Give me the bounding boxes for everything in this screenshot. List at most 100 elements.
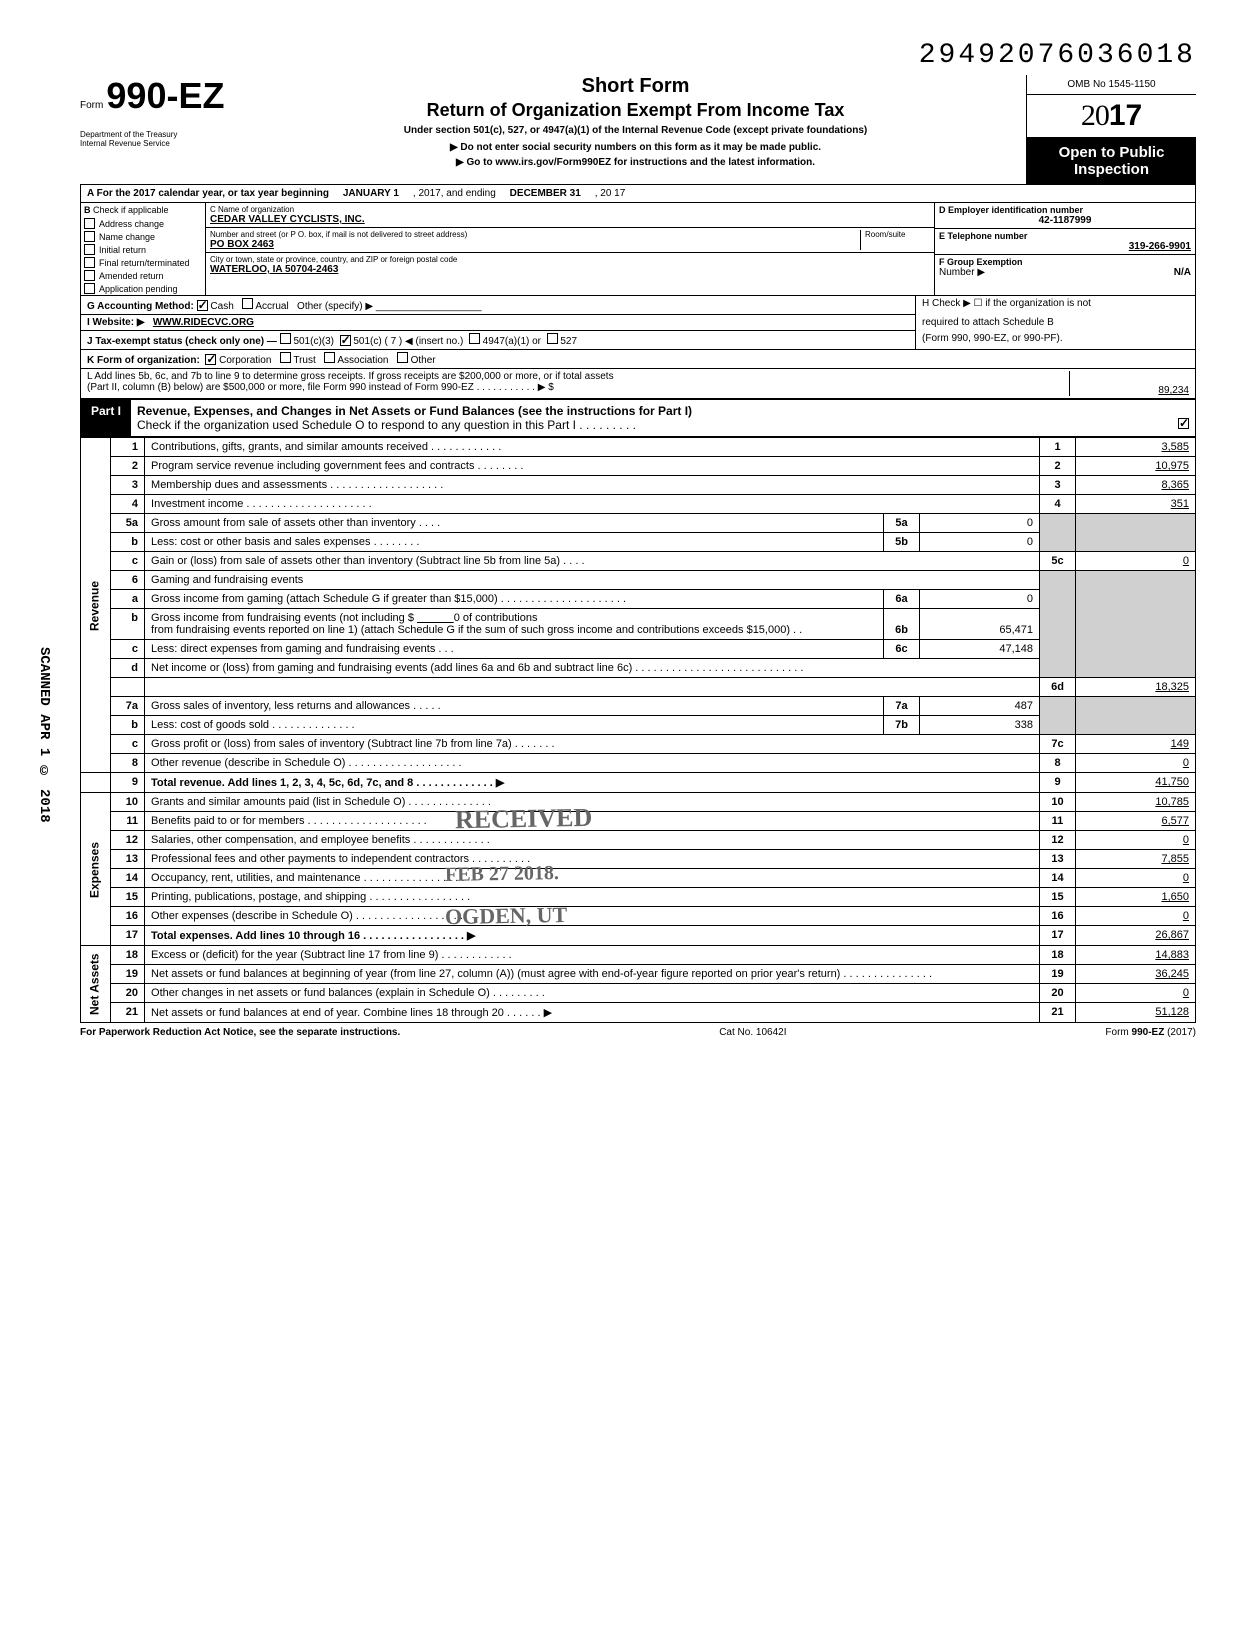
line-7c-val: 149 [1076, 735, 1196, 754]
ein-value: 42-1187999 [939, 215, 1191, 226]
chk-final-return[interactable]: Final return/terminated [81, 256, 205, 269]
scanned-stamp: SCANNED APR 1 © 2018 [36, 647, 52, 823]
website-value: WWW.RIDECVC.ORG [153, 317, 254, 328]
part-1-table: Revenue 1Contributions, gifts, grants, a… [80, 437, 1196, 1023]
schedule-b-check: H Check ▶ ☐ if the organization is not [922, 298, 1189, 309]
chk-address-change[interactable]: Address change [81, 217, 205, 230]
line-6d-desc: Net income or (loss) from gaming and fun… [145, 659, 1040, 678]
chk-trust[interactable] [280, 352, 291, 363]
line-2-desc: Program service revenue including govern… [145, 457, 1040, 476]
line-14-desc: Occupancy, rent, utilities, and maintena… [151, 872, 464, 884]
chk-4947[interactable] [469, 333, 480, 344]
group-exemption-value: N/A [1174, 267, 1191, 278]
line-15-val: 1,650 [1076, 888, 1196, 907]
line-9-desc: Total revenue. Add lines 1, 2, 3, 4, 5c,… [145, 773, 1040, 793]
return-title: Return of Organization Exempt From Incom… [251, 100, 1020, 121]
gross-receipts: 89,234 [1069, 371, 1189, 396]
tax-year-end: DECEMBER 31 [510, 188, 581, 199]
chk-accrual[interactable] [242, 298, 253, 309]
line-4-val: 351 [1076, 495, 1196, 514]
line-5a-desc: Gross amount from sale of assets other t… [145, 514, 884, 533]
c-label: C Name of organization [210, 205, 930, 214]
chk-application-pending[interactable]: Application pending [81, 282, 205, 295]
chk-other-org[interactable] [397, 352, 408, 363]
open-public-badge: Open to Public Inspection [1027, 138, 1196, 184]
line-15-desc: Printing, publications, postage, and shi… [145, 888, 1040, 907]
omb-number: OMB No 1545-1150 [1027, 75, 1196, 95]
chk-association[interactable] [324, 352, 335, 363]
chk-name-change[interactable]: Name change [81, 230, 205, 243]
tax-year: 2017 [1027, 95, 1196, 138]
line-5a-val: 0 [920, 514, 1040, 533]
line-19-val: 36,245 [1076, 965, 1196, 984]
form-label: Form 990-EZ Department of the Treasury I… [80, 75, 245, 184]
phone-value: 319-266-9901 [939, 241, 1191, 252]
line-13-val: 7,855 [1076, 850, 1196, 869]
line-6-desc: Gaming and fundraising events [145, 571, 1040, 590]
city-label: City or town, state or province, country… [210, 255, 930, 264]
group-exemption-label: F Group Exemption [939, 257, 1191, 267]
line-10-desc: Grants and similar amounts paid (list in… [145, 793, 1040, 812]
schedule-b-forms: (Form 990, 990-EZ, or 990-PF). [922, 333, 1063, 344]
accounting-method-label: G Accounting Method: [87, 301, 194, 312]
no-ssn-warning: ▶ Do not enter social security numbers o… [251, 142, 1020, 153]
form-of-org-label: K Form of organization: [87, 355, 200, 366]
line-3-val: 8,365 [1076, 476, 1196, 495]
paperwork-notice: For Paperwork Reduction Act Notice, see … [80, 1027, 400, 1038]
line-6a-desc: Gross income from gaming (attach Schedul… [145, 590, 884, 609]
line-1-val: 3,585 [1076, 438, 1196, 457]
line-6c-desc: Less: direct expenses from gaming and fu… [145, 640, 884, 659]
chk-501c3[interactable] [280, 333, 291, 344]
line-11-val: 6,577 [1076, 812, 1196, 831]
line-21-val: 51,128 [1076, 1003, 1196, 1023]
line-11-desc: Benefits paid to or for members . . . . … [151, 815, 427, 827]
line-6b-val: 65,471 [920, 609, 1040, 640]
chk-initial-return[interactable]: Initial return [81, 243, 205, 256]
line-6c-val: 47,148 [920, 640, 1040, 659]
line-10-val: 10,785 [1076, 793, 1196, 812]
website-label: I Website: ▶ [87, 317, 145, 328]
chk-schedule-o[interactable] [1178, 418, 1189, 429]
line-2-val: 10,975 [1076, 457, 1196, 476]
line-9-val: 41,750 [1076, 773, 1196, 793]
chk-corporation[interactable] [205, 354, 216, 365]
form-number: 990-EZ [106, 75, 224, 116]
line-18-desc: Excess or (deficit) for the year (Subtra… [145, 946, 1040, 965]
form-header: Form 990-EZ Department of the Treasury I… [80, 75, 1196, 185]
line-7b-val: 338 [920, 716, 1040, 735]
ein-label: D Employer identification number [939, 205, 1191, 215]
expenses-side-label: Expenses [81, 793, 111, 946]
line-12-desc: Salaries, other compensation, and employ… [145, 831, 1040, 850]
line-5b-desc: Less: cost or other basis and sales expe… [145, 533, 884, 552]
line-7b-desc: Less: cost of goods sold . . . . . . . .… [145, 716, 884, 735]
line-7a-desc: Gross sales of inventory, less returns a… [145, 697, 884, 716]
irs-label: Internal Revenue Service [80, 140, 245, 149]
chk-527[interactable] [547, 333, 558, 344]
tax-exempt-label: J Tax-exempt status (check only one) — [87, 336, 277, 347]
form-reference: Form 990-EZ (2017) [1105, 1027, 1196, 1038]
line-5b-val: 0 [920, 533, 1040, 552]
street-label: Number and street (or P O. box, if mail … [210, 230, 860, 239]
line-7c-desc: Gross profit or (loss) from sales of inv… [145, 735, 1040, 754]
schedule-b-sub: required to attach Schedule B [922, 317, 1054, 328]
chk-amended-return[interactable]: Amended return [81, 269, 205, 282]
line-7a-val: 487 [920, 697, 1040, 716]
city-state-zip: WATERLOO, IA 50704-2463 [210, 264, 930, 275]
goto-url: ▶ Go to www.irs.gov/Form990EZ for instru… [251, 157, 1020, 168]
short-form-label: Short Form [251, 75, 1020, 98]
line-6d-val: 18,325 [1076, 678, 1196, 697]
line-13-desc: Professional fees and other payments to … [145, 850, 1040, 869]
chk-501c[interactable] [340, 335, 351, 346]
cat-number: Cat No. 10642I [719, 1027, 786, 1038]
part-1-header: Part I Revenue, Expenses, and Changes in… [80, 399, 1196, 437]
document-id: 29492076036018 [80, 40, 1196, 71]
room-label: Room/suite [865, 230, 930, 239]
form-prefix: Form [80, 100, 103, 111]
line-17-val: 26,867 [1076, 926, 1196, 946]
line-4-desc: Investment income . . . . . . . . . . . … [145, 495, 1040, 514]
chk-cash[interactable] [197, 300, 208, 311]
line-8-val: 0 [1076, 754, 1196, 773]
line-l-text2: (Part II, column (B) below) are $500,000… [87, 382, 1069, 393]
line-6b-desc: Gross income from fundraising events (no… [145, 609, 884, 640]
line-14-val: 0 [1076, 869, 1196, 888]
